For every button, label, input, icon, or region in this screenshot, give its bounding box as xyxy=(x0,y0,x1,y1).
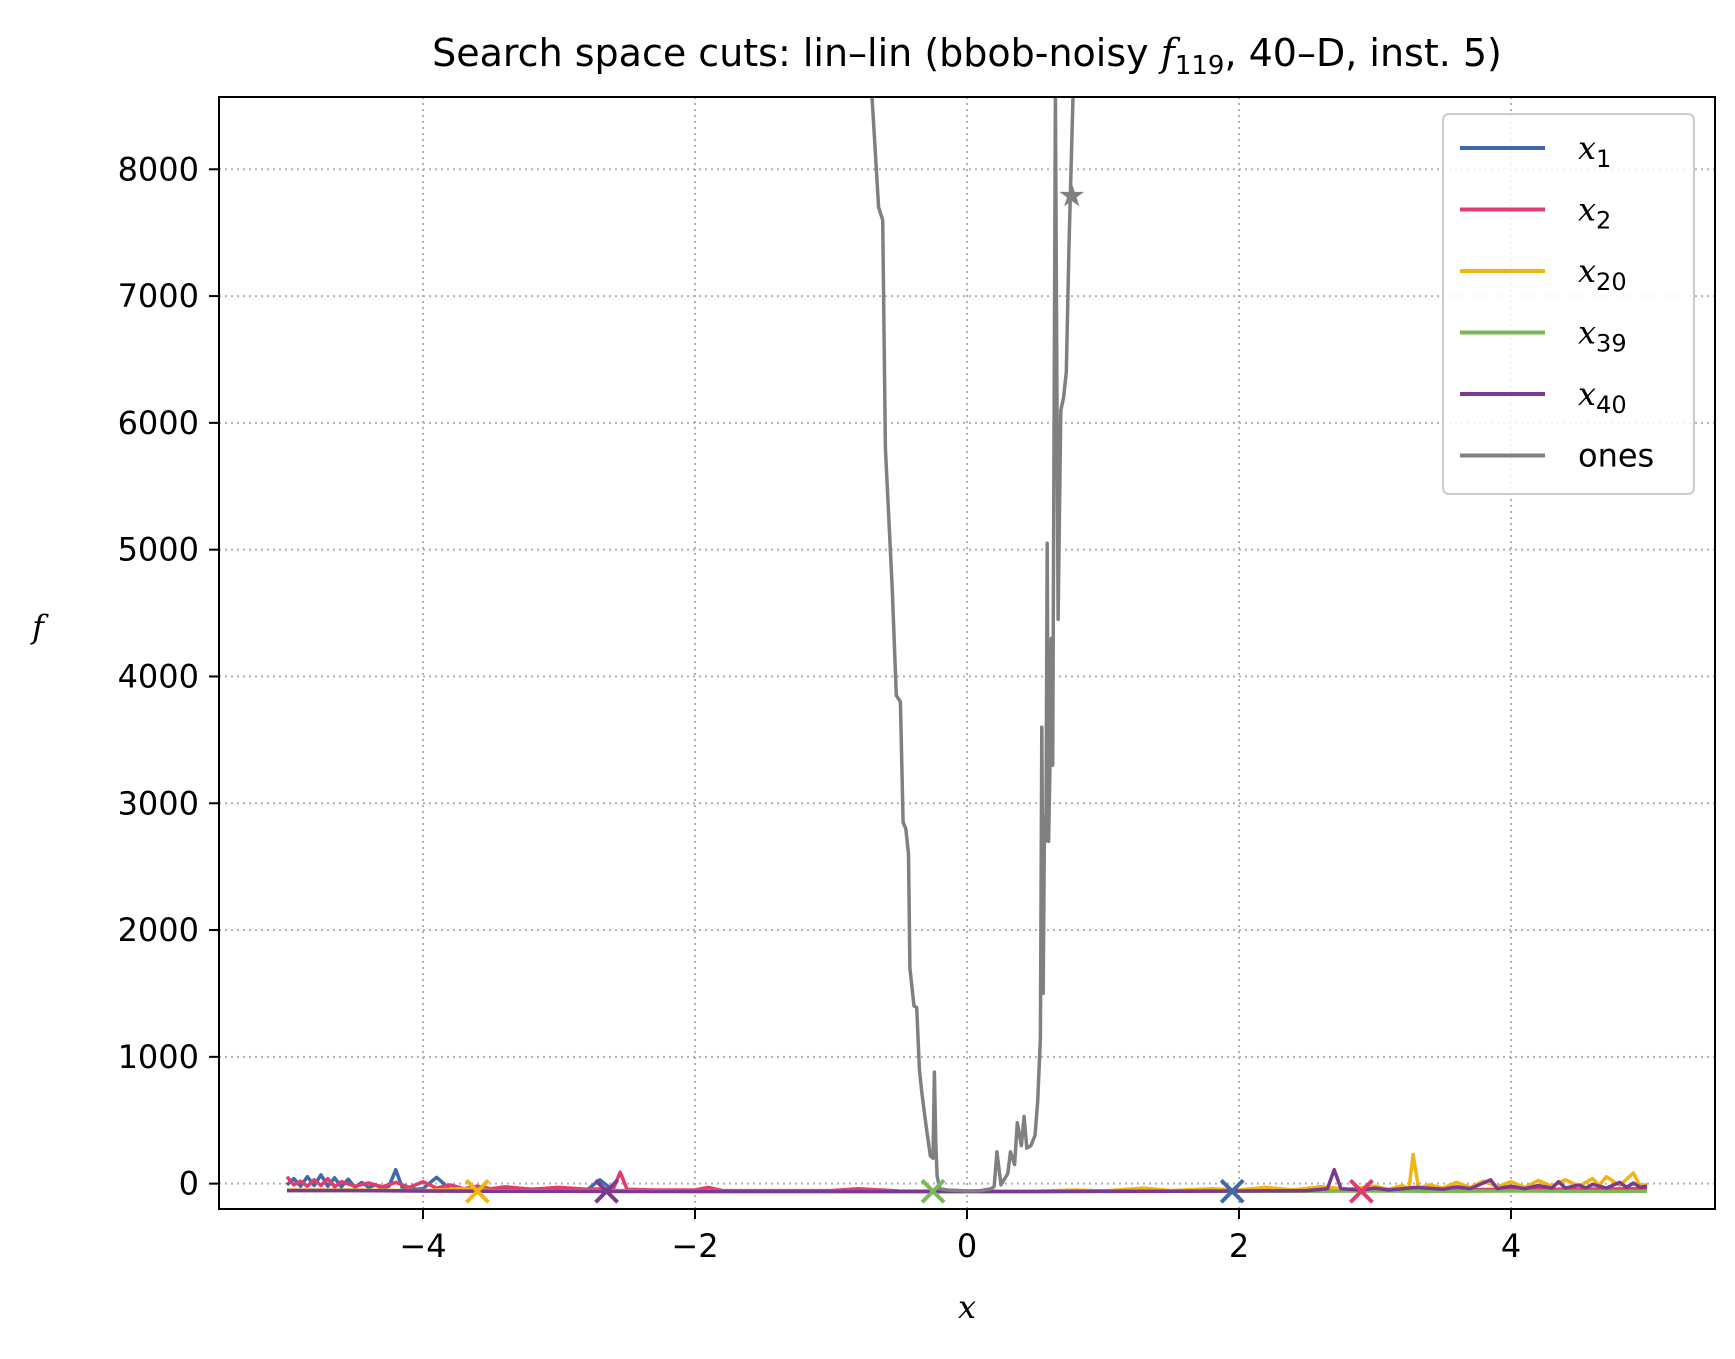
title-prefix: Search space cuts: lin–lin (bbob-noisy xyxy=(432,31,1161,75)
series-line-ones xyxy=(870,97,1075,1193)
x-tick-label: −2 xyxy=(671,1227,718,1265)
series-markers xyxy=(464,182,1374,1204)
y-tick-label: 0 xyxy=(179,1165,199,1203)
optimum-marker-x20 xyxy=(464,1178,490,1204)
optimum-marker-x2 xyxy=(1348,1178,1374,1204)
x-tick-label: −4 xyxy=(399,1227,446,1265)
chart-title: Search space cuts: lin–lin (bbob-noisy f… xyxy=(432,31,1502,81)
x-axis-ticks: −4 −2 0 2 4 xyxy=(399,1209,1521,1265)
y-tick-label: 2000 xyxy=(118,911,199,949)
optimum-marker-x40 xyxy=(594,1178,620,1204)
legend: x1 x2 x20 x39 x40 ones xyxy=(1442,113,1695,495)
x-axis-label: x xyxy=(958,1288,976,1326)
legend-label-x20: x20 xyxy=(1578,252,1627,296)
series-line-x40 xyxy=(287,1167,1648,1194)
y-axis-label: f xyxy=(30,608,49,646)
y-axis-ticks: 0 1000 2000 3000 4000 5000 6000 7000 8000 xyxy=(118,150,219,1203)
star-marker-ones xyxy=(1059,182,1085,207)
optimum-marker-x1 xyxy=(1219,1178,1245,1204)
y-tick-label: 5000 xyxy=(118,531,199,569)
y-tick-label: 7000 xyxy=(118,277,199,315)
series-lines xyxy=(285,97,1648,1194)
legend-label-x1: x1 xyxy=(1578,129,1611,173)
y-tick-label: 8000 xyxy=(118,150,199,188)
y-tick-label: 4000 xyxy=(118,657,199,695)
legend-label-ones: ones xyxy=(1578,437,1654,475)
legend-label-x2: x2 xyxy=(1578,191,1611,235)
x-tick-label: 0 xyxy=(957,1227,977,1265)
y-tick-label: 3000 xyxy=(118,784,199,822)
optimum-marker-x39 xyxy=(920,1178,946,1204)
legend-label-x40: x40 xyxy=(1578,375,1627,419)
title-f-subscript: 119 xyxy=(1175,51,1225,81)
y-tick-label: 6000 xyxy=(118,404,199,442)
x-tick-label: 4 xyxy=(1501,1227,1521,1265)
x-tick-label: 2 xyxy=(1229,1227,1249,1265)
legend-box xyxy=(1442,113,1695,495)
legend-label-x39: x39 xyxy=(1578,314,1627,358)
y-tick-label: 1000 xyxy=(118,1038,199,1076)
title-suffix: , 40–D, inst. 5) xyxy=(1224,31,1501,75)
